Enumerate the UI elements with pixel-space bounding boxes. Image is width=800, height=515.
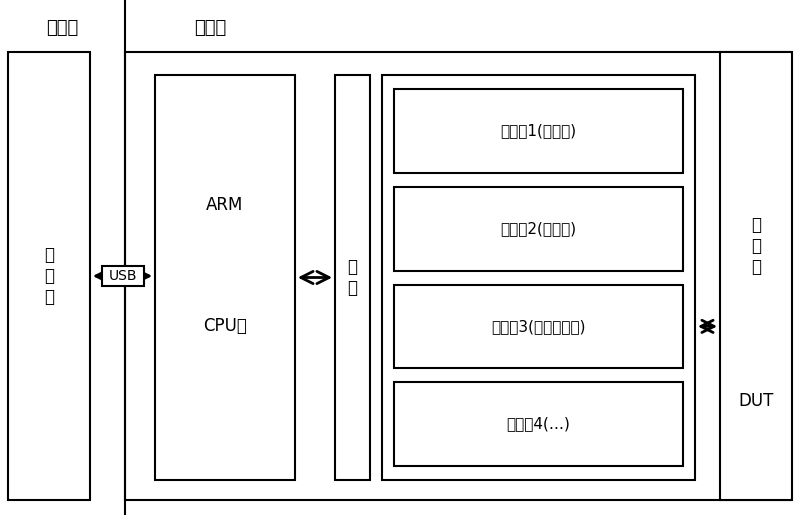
Text: 测试件: 测试件	[194, 19, 226, 37]
Text: 功能朆4(…): 功能朆4(…)	[506, 417, 570, 432]
Bar	[394, 89, 683, 173]
Bar	[382, 75, 695, 480]
Text: 总
线: 总 线	[347, 258, 358, 297]
Text: USB: USB	[108, 269, 137, 283]
Text: 功能朆2(低压板): 功能朆2(低压板)	[501, 221, 577, 236]
Bar	[394, 187, 683, 270]
Text: 功能朆1(高压板): 功能朆1(高压板)	[501, 124, 577, 139]
Bar	[394, 382, 683, 466]
Bar	[720, 52, 792, 500]
Text: 测
试
板: 测 试 板	[751, 216, 761, 276]
Bar	[335, 75, 370, 480]
Bar	[102, 266, 143, 286]
Text: ARM: ARM	[206, 196, 244, 214]
Bar	[394, 284, 683, 368]
Text: 上位机: 上位机	[46, 19, 78, 37]
Bar	[125, 52, 790, 500]
Bar	[8, 52, 90, 500]
Bar	[155, 75, 295, 480]
Text: 计
算
机: 计 算 机	[44, 246, 54, 306]
Text: DUT: DUT	[738, 392, 774, 410]
Text: CPU板: CPU板	[203, 317, 247, 335]
Text: 功能朆3(脉冲电流板): 功能朆3(脉冲电流板)	[491, 319, 586, 334]
